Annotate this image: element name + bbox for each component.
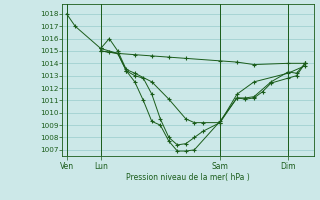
- X-axis label: Pression niveau de la mer( hPa ): Pression niveau de la mer( hPa ): [126, 173, 250, 182]
